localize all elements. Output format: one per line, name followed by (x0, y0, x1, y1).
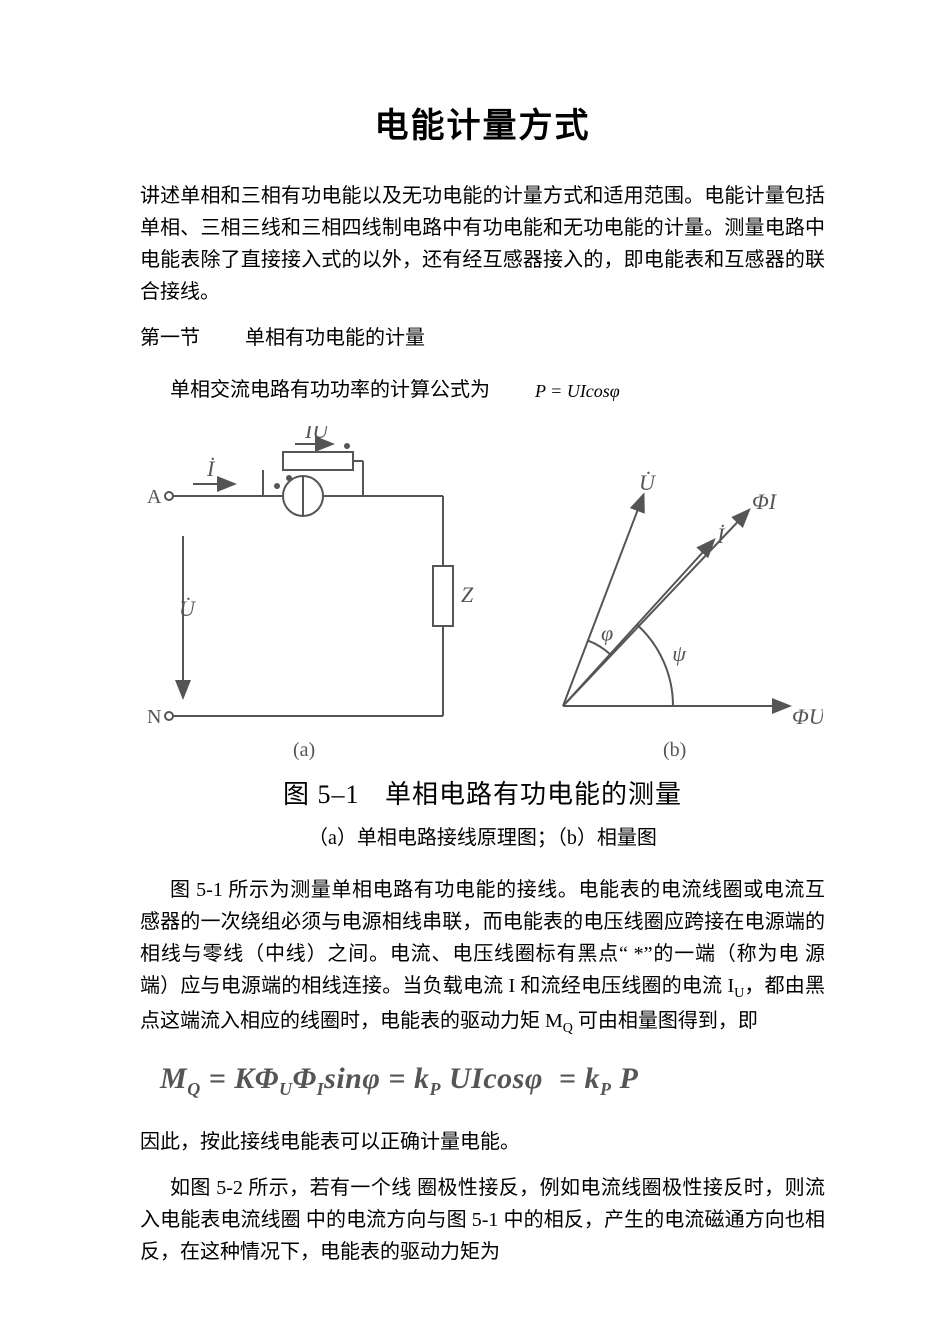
svg-text:N: N (147, 706, 161, 728)
figure-5-1: ANZİİUU̇(a)Φ̇UU̇İΦ̇Iφψ(b) (143, 426, 823, 766)
conclusion-paragraph: 因此，按此接线电能表可以正确计量电能。 (140, 1126, 825, 1158)
svg-text:Φ̇U: Φ̇U (792, 704, 823, 729)
figure-svg: ANZİİUU̇(a)Φ̇UU̇İΦ̇Iφψ(b) (143, 426, 823, 766)
figure-caption-text: 单相电路有功电能的测量 (385, 780, 682, 809)
formula-intro-line: 单相交流电路有功功率的计算公式为 P = UIcosφ (140, 374, 825, 406)
page: 电能计量方式 讲述单相和三相有功电能以及无功电能的计量方式和适用范围。电能计量包… (0, 0, 945, 1342)
body-after-figure: 图 5-1 所示为测量单相电路有功电能的接线。电能表的电流线圈或电流互感器的一次… (140, 874, 825, 1041)
formula-intro-text: 单相交流电路有功功率的计算公式为 (170, 379, 490, 401)
svg-text:ψ: ψ (672, 641, 686, 666)
figure-number: 图 5–1 (283, 780, 360, 809)
svg-text:Φ̇I: Φ̇I (752, 489, 778, 514)
svg-text:İU: İU (304, 426, 330, 443)
next-paragraph: 如图 5-2 所示，若有一个线 圈极性接反，例如电流线圈极性接反时，则流入电能表… (140, 1172, 825, 1268)
figure-subcaption: （a）单相电路接线原理图；（b）相量图 (140, 822, 825, 854)
svg-text:İ: İ (206, 456, 216, 481)
section-title: 单相有功电能的计量 (245, 327, 425, 349)
section-label: 第一节 (140, 322, 200, 354)
svg-text:φ: φ (600, 621, 612, 646)
page-title: 电能计量方式 (140, 100, 825, 154)
section-heading: 第一节 单相有功电能的计量 (140, 322, 825, 354)
svg-text:(a): (a) (293, 739, 315, 761)
equation-main: MQ = KΦUΦIsinφ = kP UIcosφ = kP P (160, 1055, 825, 1104)
equation-main-text: MQ = KΦUΦIsinφ = kP UIcosφ = kP P (160, 1062, 638, 1095)
svg-text:Z: Z (461, 582, 474, 607)
svg-text:U̇: U̇ (179, 596, 197, 621)
formula-inline: P = UIcosφ (505, 377, 620, 406)
svg-text:A: A (147, 486, 162, 508)
svg-text:U̇: U̇ (639, 470, 657, 495)
intro-paragraph: 讲述单相和三相有功电能以及无功电能的计量方式和适用范围。电能计量包括单相、三相三… (140, 180, 825, 308)
svg-text:(b): (b) (663, 739, 686, 761)
figure-caption: 图 5–1 单相电路有功电能的测量 (140, 774, 825, 816)
